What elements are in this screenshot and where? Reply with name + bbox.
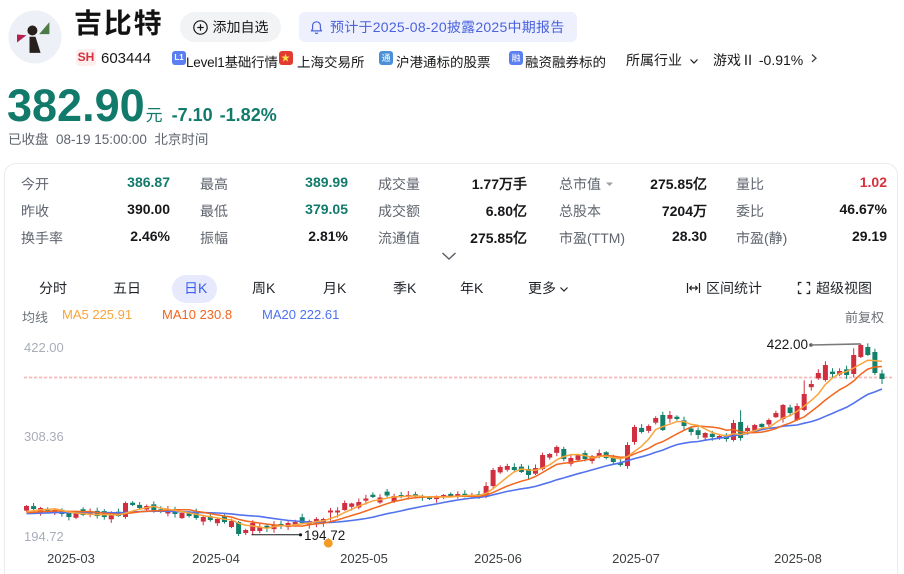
svg-text:2025-03: 2025-03 <box>47 551 95 566</box>
svg-text:194.72: 194.72 <box>304 528 345 543</box>
svg-text:194.72: 194.72 <box>24 529 64 544</box>
svg-text:2025-07: 2025-07 <box>612 551 660 566</box>
svg-text:2025-04: 2025-04 <box>192 551 240 566</box>
svg-text:308.36: 308.36 <box>24 429 64 444</box>
svg-text:2025-08: 2025-08 <box>774 551 822 566</box>
svg-text:422.00: 422.00 <box>767 337 808 352</box>
svg-text:2025-06: 2025-06 <box>474 551 522 566</box>
svg-text:422.00: 422.00 <box>24 340 64 355</box>
svg-text:2025-05: 2025-05 <box>340 551 388 566</box>
